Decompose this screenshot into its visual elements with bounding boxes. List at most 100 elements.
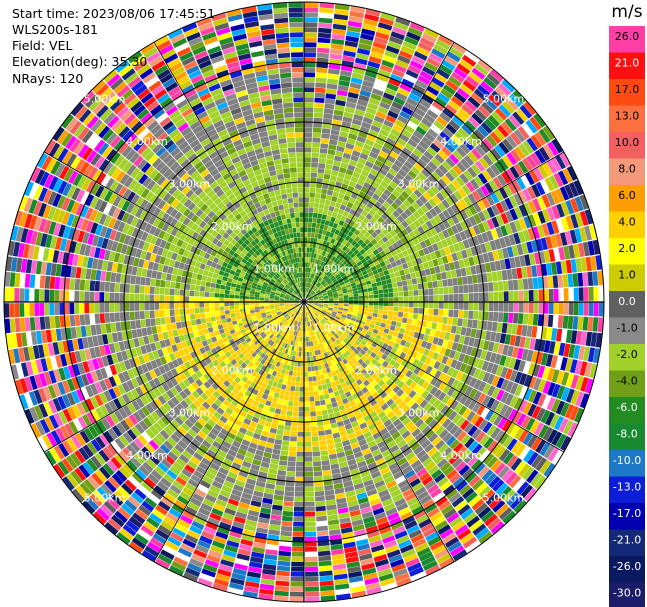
velocity-gate	[319, 570, 333, 577]
velocity-gate	[418, 422, 428, 432]
velocity-gate	[584, 225, 592, 241]
velocity-gate	[355, 104, 367, 112]
velocity-gate	[550, 234, 558, 248]
velocity-gate	[314, 281, 319, 286]
velocity-gate	[538, 146, 550, 161]
velocity-gate	[578, 345, 586, 361]
velocity-gate	[546, 159, 558, 174]
velocity-gate	[313, 302, 319, 304]
velocity-gate	[532, 314, 539, 326]
velocity-gate	[408, 296, 414, 302]
velocity-gate	[308, 297, 313, 300]
velocity-gate	[283, 501, 294, 507]
velocity-gate	[417, 314, 423, 321]
velocity-gate	[374, 220, 382, 228]
velocity-gate	[477, 125, 489, 138]
velocity-gate	[321, 460, 330, 466]
velocity-gate	[330, 238, 336, 244]
velocity-gate	[315, 410, 322, 416]
velocity-gate	[317, 385, 323, 391]
velocity-gate	[318, 299, 324, 302]
velocity-gate	[582, 316, 589, 331]
velocity-gate	[513, 163, 525, 177]
velocity-gate	[369, 262, 375, 268]
velocity-gate	[389, 150, 399, 160]
velocity-gate	[464, 437, 475, 449]
velocity-gate	[441, 447, 453, 458]
velocity-gate	[334, 246, 339, 252]
velocity-gate	[438, 415, 448, 425]
velocity-gate	[360, 33, 374, 41]
velocity-gate	[502, 344, 510, 356]
velocity-gate	[383, 293, 389, 298]
velocity-gate	[324, 103, 335, 110]
velocity-gate	[565, 215, 574, 230]
velocity-gate	[390, 277, 397, 283]
velocity-gate	[360, 186, 369, 194]
velocity-gate	[413, 228, 421, 237]
velocity-gate	[360, 278, 366, 284]
velocity-gate	[316, 238, 321, 244]
velocity-gate	[311, 248, 316, 254]
velocity-gate	[304, 506, 315, 512]
velocity-gate	[359, 89, 372, 98]
velocity-gate	[356, 178, 365, 186]
velocity-gate	[310, 290, 314, 295]
velocity-gate	[315, 243, 320, 249]
velocity-gate	[496, 377, 505, 389]
velocity-gate	[537, 164, 549, 179]
ppi-velocity-plot: 1.00km1.00km1.00km1.00km2.00km2.00km2.00…	[3, 1, 605, 603]
velocity-gate	[472, 235, 480, 246]
velocity-gate	[408, 390, 417, 399]
velocity-gate	[583, 302, 589, 316]
velocity-gate	[318, 284, 323, 289]
velocity-gate	[431, 157, 442, 168]
velocity-gate	[308, 303, 314, 306]
velocity-gate	[382, 55, 397, 64]
velocity-gate	[582, 241, 590, 257]
velocity-gate	[441, 146, 452, 157]
velocity-gate	[383, 141, 394, 151]
velocity-gate	[482, 154, 494, 167]
velocity-gate	[317, 294, 323, 297]
velocity-gate	[490, 427, 501, 440]
velocity-gate	[350, 317, 356, 322]
velocity-gate	[558, 302, 564, 315]
velocity-gate	[421, 214, 430, 223]
velocity-gate	[445, 237, 453, 246]
velocity-gate	[351, 204, 359, 211]
velocity-gate	[389, 359, 396, 367]
velocity-gate	[346, 334, 353, 340]
velocity-gate	[537, 276, 544, 289]
velocity-gate	[311, 307, 316, 312]
velocity-gate	[427, 350, 435, 359]
velocity-gate	[338, 307, 344, 311]
velocity-gate	[316, 282, 321, 288]
velocity-gate	[318, 265, 322, 271]
velocity-gate	[311, 426, 318, 432]
velocity-gate	[386, 319, 392, 325]
velocity-gate	[328, 205, 335, 212]
velocity-gate	[336, 241, 342, 248]
velocity-gate	[310, 177, 317, 183]
velocity-gate	[421, 320, 428, 328]
velocity-gate	[396, 155, 407, 165]
velocity-gate	[308, 283, 311, 288]
velocity-gate	[493, 414, 503, 427]
velocity-gate	[453, 351, 461, 361]
velocity-gate	[541, 223, 550, 237]
velocity-gate	[364, 322, 371, 327]
velocity-gate	[342, 312, 348, 316]
velocity-gate	[506, 454, 519, 468]
velocity-gate	[573, 287, 579, 301]
velocity-gate	[374, 201, 383, 209]
velocity-gate	[304, 132, 313, 138]
velocity-gate	[482, 169, 492, 182]
velocity-gate	[514, 335, 521, 347]
velocity-gate	[478, 157, 490, 169]
velocity-gate	[359, 248, 366, 255]
velocity-gate	[341, 340, 347, 347]
velocity-gate	[328, 297, 334, 300]
velocity-gate	[475, 160, 486, 172]
velocity-gate	[333, 306, 339, 310]
